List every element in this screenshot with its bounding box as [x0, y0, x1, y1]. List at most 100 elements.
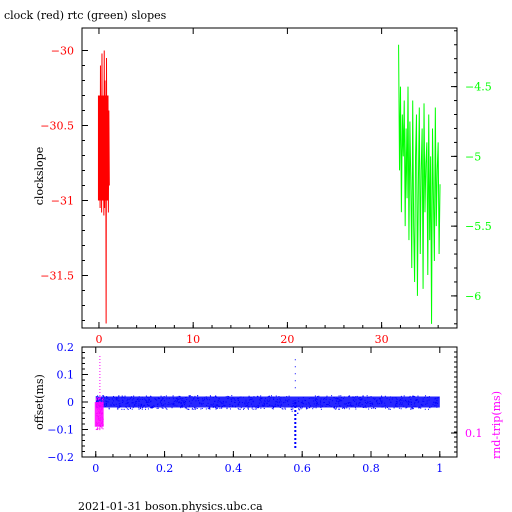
- offset-point: [268, 395, 270, 397]
- offset-point: [195, 407, 197, 409]
- offset-point: [371, 407, 373, 409]
- offset-point: [247, 407, 249, 409]
- offset-point: [427, 408, 429, 410]
- rnd-trip-point: [97, 427, 99, 429]
- rnd-trip-point: [102, 428, 104, 430]
- offset-point: [298, 408, 300, 410]
- y-tick-label: 0.2: [57, 341, 75, 354]
- offset-point: [257, 395, 259, 397]
- rnd-trip-point: [101, 426, 103, 428]
- offset-point: [282, 408, 284, 410]
- offset-point: [229, 408, 231, 410]
- offset-point: [300, 408, 302, 410]
- rnd-trip-point: [95, 397, 97, 399]
- offset-point: [156, 407, 158, 409]
- offset-point: [412, 395, 414, 397]
- x-tick-label: 0: [95, 333, 102, 346]
- offset-point: [117, 407, 119, 409]
- offset-point: [260, 407, 262, 409]
- offset-point: [326, 395, 328, 397]
- offset-point: [200, 408, 202, 410]
- offset-point: [400, 395, 402, 397]
- rnd-trip-point: [96, 398, 98, 400]
- offset-point: [171, 407, 173, 409]
- slope-x-ticks: 0 10 20 30: [95, 28, 439, 346]
- offset-point: [393, 407, 395, 409]
- offset-point: [301, 407, 303, 409]
- offset-point: [384, 395, 386, 397]
- offset-point: [160, 395, 162, 397]
- offset-point: [184, 407, 186, 409]
- rnd-trip-point: [99, 396, 101, 398]
- y2-tick-label: 0.1: [465, 427, 483, 440]
- offset-point: [215, 407, 217, 409]
- y-tick-label: −31: [51, 195, 74, 208]
- offset-point: [123, 408, 125, 410]
- offset-point: [191, 408, 193, 410]
- offset-point: [341, 407, 343, 409]
- offset-x-ticks: 0 0.2 0.4 0.6 0.8 1: [92, 347, 443, 475]
- offset-point: [252, 408, 254, 410]
- rtc-series-line: [398, 44, 441, 324]
- offset-point: [348, 395, 350, 397]
- offset-point: [108, 407, 110, 409]
- offset-point: [318, 395, 320, 397]
- offset-point: [418, 407, 420, 409]
- rnd-trip-point: [102, 400, 104, 402]
- offset-point: [414, 395, 416, 397]
- slope-y-label: clockslope: [33, 147, 46, 205]
- rnd-trip-point: [97, 399, 99, 401]
- offset-point: [363, 407, 365, 409]
- offset-point: [141, 408, 143, 410]
- offset-point: [381, 395, 383, 397]
- x-tick-label: 0.6: [293, 462, 311, 475]
- offset-point: [299, 407, 301, 409]
- offset-point: [362, 395, 364, 397]
- offset-point: [188, 408, 190, 410]
- offset-point: [157, 407, 159, 409]
- offset-point: [172, 395, 174, 397]
- offset-point: [412, 408, 414, 410]
- offset-point: [386, 407, 388, 409]
- offset-point: [338, 408, 340, 410]
- y-tick-label: −0.2: [47, 451, 74, 464]
- offset-point: [403, 395, 405, 397]
- offset-point: [331, 395, 333, 397]
- offset-point: [141, 407, 143, 409]
- offset-point: [271, 407, 273, 409]
- offset-point: [411, 408, 413, 410]
- offset-point: [291, 410, 293, 412]
- offset-point: [254, 408, 256, 410]
- offset-point: [334, 408, 336, 410]
- offset-point: [201, 407, 203, 409]
- offset-dense-band: [95, 396, 440, 408]
- offset-point: [344, 407, 346, 409]
- offset-point: [178, 395, 180, 397]
- offset-point: [368, 408, 370, 410]
- offset-point: [118, 395, 120, 397]
- offset-point: [138, 407, 140, 409]
- x-tick-label: 0.2: [156, 462, 174, 475]
- rnd-trip-point: [97, 397, 99, 399]
- offset-point: [216, 407, 218, 409]
- offset-point: [417, 395, 419, 397]
- y2-tick-label: −4.5: [465, 81, 492, 94]
- offset-point: [215, 395, 217, 397]
- offset-point: [281, 408, 283, 410]
- offset-point: [320, 407, 322, 409]
- offset-point: [102, 395, 104, 397]
- rnd-trip-point: [95, 429, 97, 431]
- offset-point: [162, 407, 164, 409]
- offset-point: [272, 408, 274, 410]
- offset-point: [221, 407, 223, 409]
- x-tick-label: 0: [92, 462, 99, 475]
- offset-point: [317, 395, 319, 397]
- offset-y-ticks: 0.2 0.1 0 −0.1 −0.2: [47, 341, 88, 464]
- offset-point: [185, 407, 187, 409]
- offset-point: [284, 408, 286, 410]
- offset-point: [373, 407, 375, 409]
- offset-point: [257, 407, 259, 409]
- offset-point: [305, 408, 307, 410]
- offset-point: [248, 395, 250, 397]
- offset-point: [209, 395, 211, 397]
